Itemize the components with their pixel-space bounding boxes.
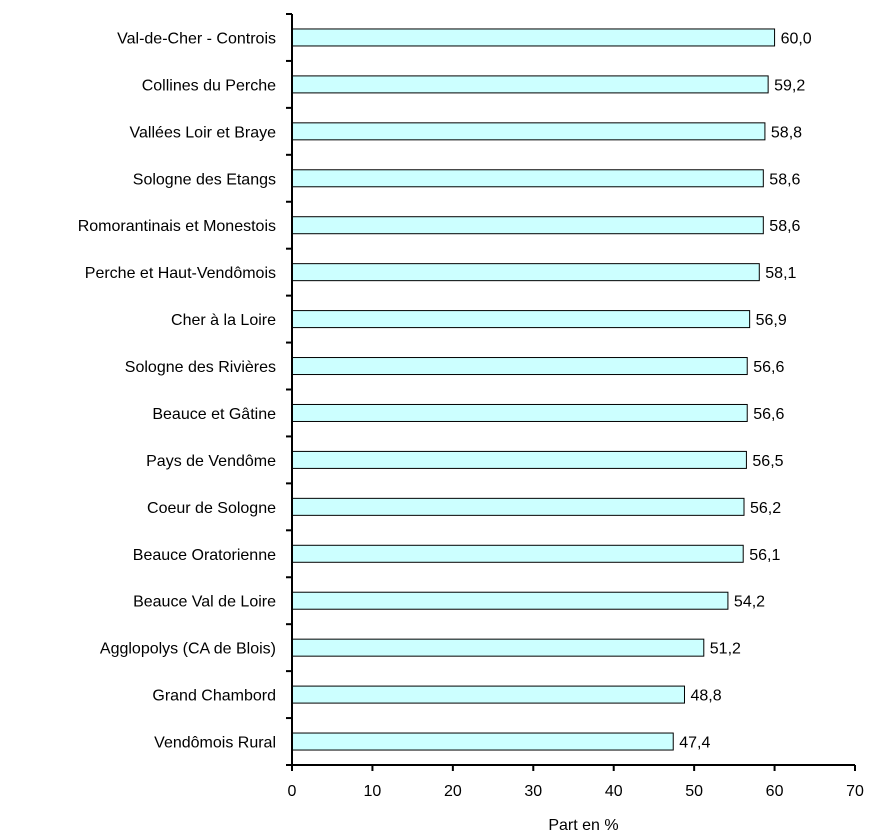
bar — [291, 591, 729, 610]
value-label: 58,1 — [765, 265, 796, 282]
bar — [291, 732, 674, 751]
value-label: 56,1 — [749, 547, 780, 564]
category-label: Sologne des Etangs — [133, 171, 276, 188]
category-label: Beauce et Gâtine — [152, 406, 276, 423]
value-label: 58,6 — [769, 171, 800, 188]
category-label: Beauce Val de Loire — [133, 594, 276, 611]
bar — [291, 638, 705, 657]
value-label: 56,6 — [753, 406, 784, 423]
category-label: Sologne des Rivières — [125, 359, 276, 376]
category-label: Collines du Perche — [142, 77, 276, 94]
value-label: 51,2 — [710, 641, 741, 658]
value-label: 56,2 — [750, 500, 781, 517]
axes-group — [286, 13, 856, 771]
bar — [291, 216, 764, 235]
x-tick-label: 60 — [766, 783, 784, 800]
bars-group — [291, 28, 776, 751]
value-label: 47,4 — [679, 735, 710, 752]
category-labels: Val-de-Cher - Controis Collines du Perche… — [78, 30, 276, 751]
bar — [291, 497, 745, 516]
x-tick-label: 10 — [364, 783, 382, 800]
category-label: Vallées Loir et Braye — [130, 124, 277, 141]
bar — [291, 263, 760, 282]
x-axis-title: Part en % — [548, 817, 618, 834]
x-tick-labels: 0 10 20 30 40 50 60 70 — [288, 783, 864, 800]
value-label: 54,2 — [734, 594, 765, 611]
category-label: Perche et Haut-Vendômois — [85, 265, 276, 282]
x-tick-label: 0 — [288, 783, 297, 800]
x-tick-label: 50 — [685, 783, 703, 800]
bar — [291, 310, 751, 329]
category-label: Agglopolys (CA de Blois) — [100, 641, 276, 658]
bar — [291, 544, 744, 563]
bar — [291, 28, 776, 47]
category-label: Vendômois Rural — [154, 735, 276, 752]
value-label: 58,8 — [771, 124, 802, 141]
value-label: 60,0 — [781, 30, 812, 47]
bar — [291, 357, 748, 376]
value-labels: 60,0 59,2 58,8 58,6 58,6 58,1 56,9 56,6 56,6 56,5… — [679, 30, 812, 751]
value-label: 56,9 — [756, 312, 787, 329]
bar — [291, 122, 766, 141]
x-tick-label: 20 — [444, 783, 462, 800]
x-tick-label: 40 — [605, 783, 623, 800]
category-label: Grand Chambord — [152, 688, 276, 705]
category-label: Beauce Oratorienne — [133, 547, 276, 564]
category-label: Coeur de Sologne — [147, 500, 276, 517]
value-label: 58,6 — [769, 218, 800, 235]
category-label: Val-de-Cher - Controis — [117, 30, 276, 47]
value-label: 56,6 — [753, 359, 784, 376]
bar — [291, 403, 748, 422]
category-label: Cher à la Loire — [171, 312, 276, 329]
x-tick-label: 70 — [846, 783, 864, 800]
bar — [291, 685, 685, 704]
bar — [291, 75, 769, 94]
bar — [291, 169, 764, 188]
x-tick-label: 30 — [524, 783, 542, 800]
category-label: Pays de Vendôme — [146, 453, 276, 470]
value-label: 59,2 — [774, 77, 805, 94]
value-label: 48,8 — [690, 688, 721, 705]
value-label: 56,5 — [752, 453, 783, 470]
bar — [291, 450, 747, 469]
category-label: Romorantinais et Monestois — [78, 218, 276, 235]
